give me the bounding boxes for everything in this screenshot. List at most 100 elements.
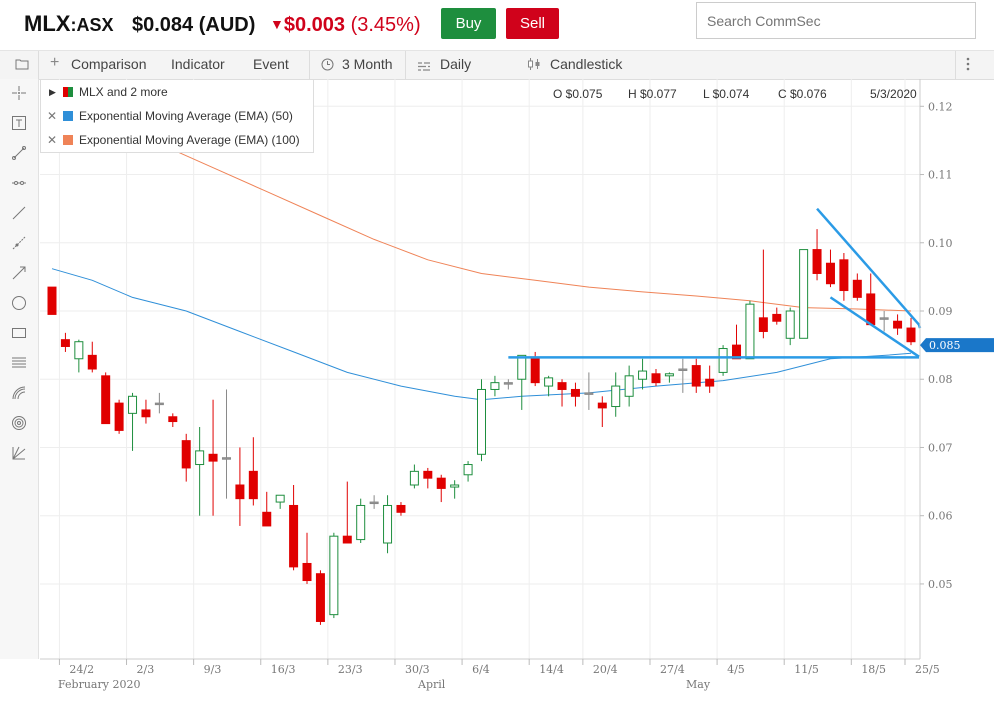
candle-body bbox=[570, 388, 580, 397]
candle-body bbox=[181, 440, 191, 469]
ema100-swatch bbox=[63, 135, 73, 145]
remove-icon[interactable]: ✕ bbox=[47, 109, 58, 123]
candle-body bbox=[450, 484, 460, 488]
rectangle-icon[interactable] bbox=[10, 325, 28, 343]
last-price-label: 0.085 bbox=[929, 339, 961, 352]
ema-100-line-layer bbox=[105, 119, 912, 312]
symbol: MLX bbox=[24, 11, 71, 36]
ema-50-line-layer bbox=[51, 268, 912, 401]
candle-body bbox=[463, 464, 473, 476]
candle-body bbox=[356, 504, 366, 541]
candle-body bbox=[651, 373, 661, 384]
candlestick-icon bbox=[527, 57, 541, 74]
candle-body bbox=[584, 392, 594, 395]
horizontal-line-icon[interactable] bbox=[10, 175, 28, 193]
indicator-menu[interactable]: Indicator bbox=[171, 56, 225, 72]
ohlc-open: O $0.075 bbox=[553, 87, 603, 101]
candle-body bbox=[893, 320, 903, 329]
candle-body bbox=[369, 501, 379, 505]
candles-layer bbox=[47, 229, 916, 625]
text-tool-icon[interactable] bbox=[10, 115, 28, 133]
ohlc-low: L $0.074 bbox=[703, 87, 750, 101]
ema-50-line bbox=[51, 268, 912, 401]
x-month-label: February 2020 bbox=[58, 678, 140, 691]
buy-button[interactable]: Buy bbox=[441, 8, 496, 39]
candle-body bbox=[141, 409, 151, 418]
line-segment-icon[interactable] bbox=[10, 145, 28, 163]
gann-icon[interactable] bbox=[10, 445, 28, 463]
fibonacci-icon[interactable] bbox=[10, 355, 28, 373]
candle-body bbox=[60, 339, 70, 347]
x-month-label: May bbox=[686, 678, 711, 691]
candle-body bbox=[624, 375, 634, 397]
interval-select[interactable]: Daily bbox=[440, 56, 472, 72]
legend-ema100: ✕ Exponential Moving Average (EMA) (100) bbox=[41, 128, 313, 152]
ray-icon[interactable] bbox=[10, 235, 28, 253]
candle-body bbox=[289, 504, 299, 568]
crosshair-icon[interactable] bbox=[10, 85, 28, 103]
ema50-swatch bbox=[63, 111, 73, 121]
candle-body bbox=[530, 358, 540, 384]
x-tick-label: 20/4 bbox=[593, 663, 618, 676]
candle-body bbox=[678, 368, 688, 371]
last-price-tag-layer: 0.085 bbox=[920, 338, 994, 353]
clock-icon bbox=[321, 58, 334, 74]
remove-icon[interactable]: ✕ bbox=[47, 133, 58, 147]
candle-body bbox=[423, 470, 433, 479]
target-icon[interactable] bbox=[10, 415, 28, 433]
folder-icon[interactable] bbox=[15, 57, 29, 73]
candle-body bbox=[396, 504, 406, 513]
ohlc-high: H $0.077 bbox=[628, 87, 677, 101]
search-input[interactable] bbox=[696, 2, 976, 39]
candle-body bbox=[785, 310, 795, 339]
circle-icon[interactable] bbox=[10, 295, 28, 313]
candle-body bbox=[839, 259, 849, 292]
event-menu[interactable]: Event bbox=[253, 56, 289, 72]
x-axis: 24/2 2/3 9/3 16/3 23/3 30/3 6/4 14/4 20/4 27/4 4/5… bbox=[40, 658, 940, 691]
ticker-symbol: MLX:ASX bbox=[24, 11, 113, 37]
change-value: $0.003 bbox=[283, 14, 346, 36]
last-price: $0.084 (AUD) bbox=[132, 14, 256, 36]
candle-body bbox=[208, 453, 218, 462]
trend-line bbox=[816, 207, 920, 326]
y-tick-label: 0.09 bbox=[928, 305, 953, 318]
candle-body bbox=[503, 382, 513, 385]
candle-body bbox=[866, 293, 876, 326]
x-tick-label: 16/3 bbox=[271, 663, 296, 676]
legend-main-series[interactable]: ▶ MLX and 2 more bbox=[41, 80, 313, 104]
candle-body bbox=[758, 317, 768, 332]
candle-body bbox=[852, 279, 862, 298]
series-legend: ▶ MLX and 2 more ✕ Exponential Moving Av… bbox=[40, 80, 314, 153]
candle-body bbox=[544, 377, 554, 387]
sell-button[interactable]: Sell bbox=[506, 8, 559, 39]
more-options-icon[interactable] bbox=[965, 55, 971, 76]
candle-body bbox=[262, 511, 272, 527]
candle-body bbox=[732, 344, 742, 360]
x-tick-label: 24/2 bbox=[69, 663, 94, 676]
candle-body bbox=[705, 378, 715, 387]
candle-body bbox=[611, 385, 621, 408]
candle-swatch-icon bbox=[63, 87, 73, 97]
trendlines-layer bbox=[508, 207, 922, 359]
candle-body bbox=[315, 573, 325, 622]
candle-body bbox=[812, 249, 822, 274]
ema-100-line bbox=[105, 119, 912, 312]
chart-grid bbox=[40, 79, 920, 659]
arrow-icon[interactable] bbox=[10, 265, 28, 283]
candle-body bbox=[825, 262, 835, 285]
candle-body bbox=[517, 354, 527, 380]
comparison-menu[interactable]: Comparison bbox=[71, 56, 147, 72]
chart-type-select[interactable]: Candlestick bbox=[550, 56, 623, 72]
drawing-tools-sidebar bbox=[0, 79, 39, 659]
expand-icon[interactable]: ▶ bbox=[49, 87, 56, 97]
candle-body bbox=[329, 535, 339, 616]
trend-line-icon[interactable] bbox=[10, 205, 28, 223]
ohlc-date: 5/3/2020 bbox=[870, 87, 917, 101]
candle-body bbox=[114, 402, 124, 431]
period-select[interactable]: 3 Month bbox=[342, 56, 393, 72]
legend-main-label: MLX and 2 more bbox=[79, 85, 168, 99]
fan-icon[interactable] bbox=[10, 385, 28, 403]
quote-header: MLX:ASX $0.084 (AUD) ▼$0.003 (3.45%) Buy… bbox=[0, 0, 994, 50]
candle-body bbox=[597, 402, 607, 409]
